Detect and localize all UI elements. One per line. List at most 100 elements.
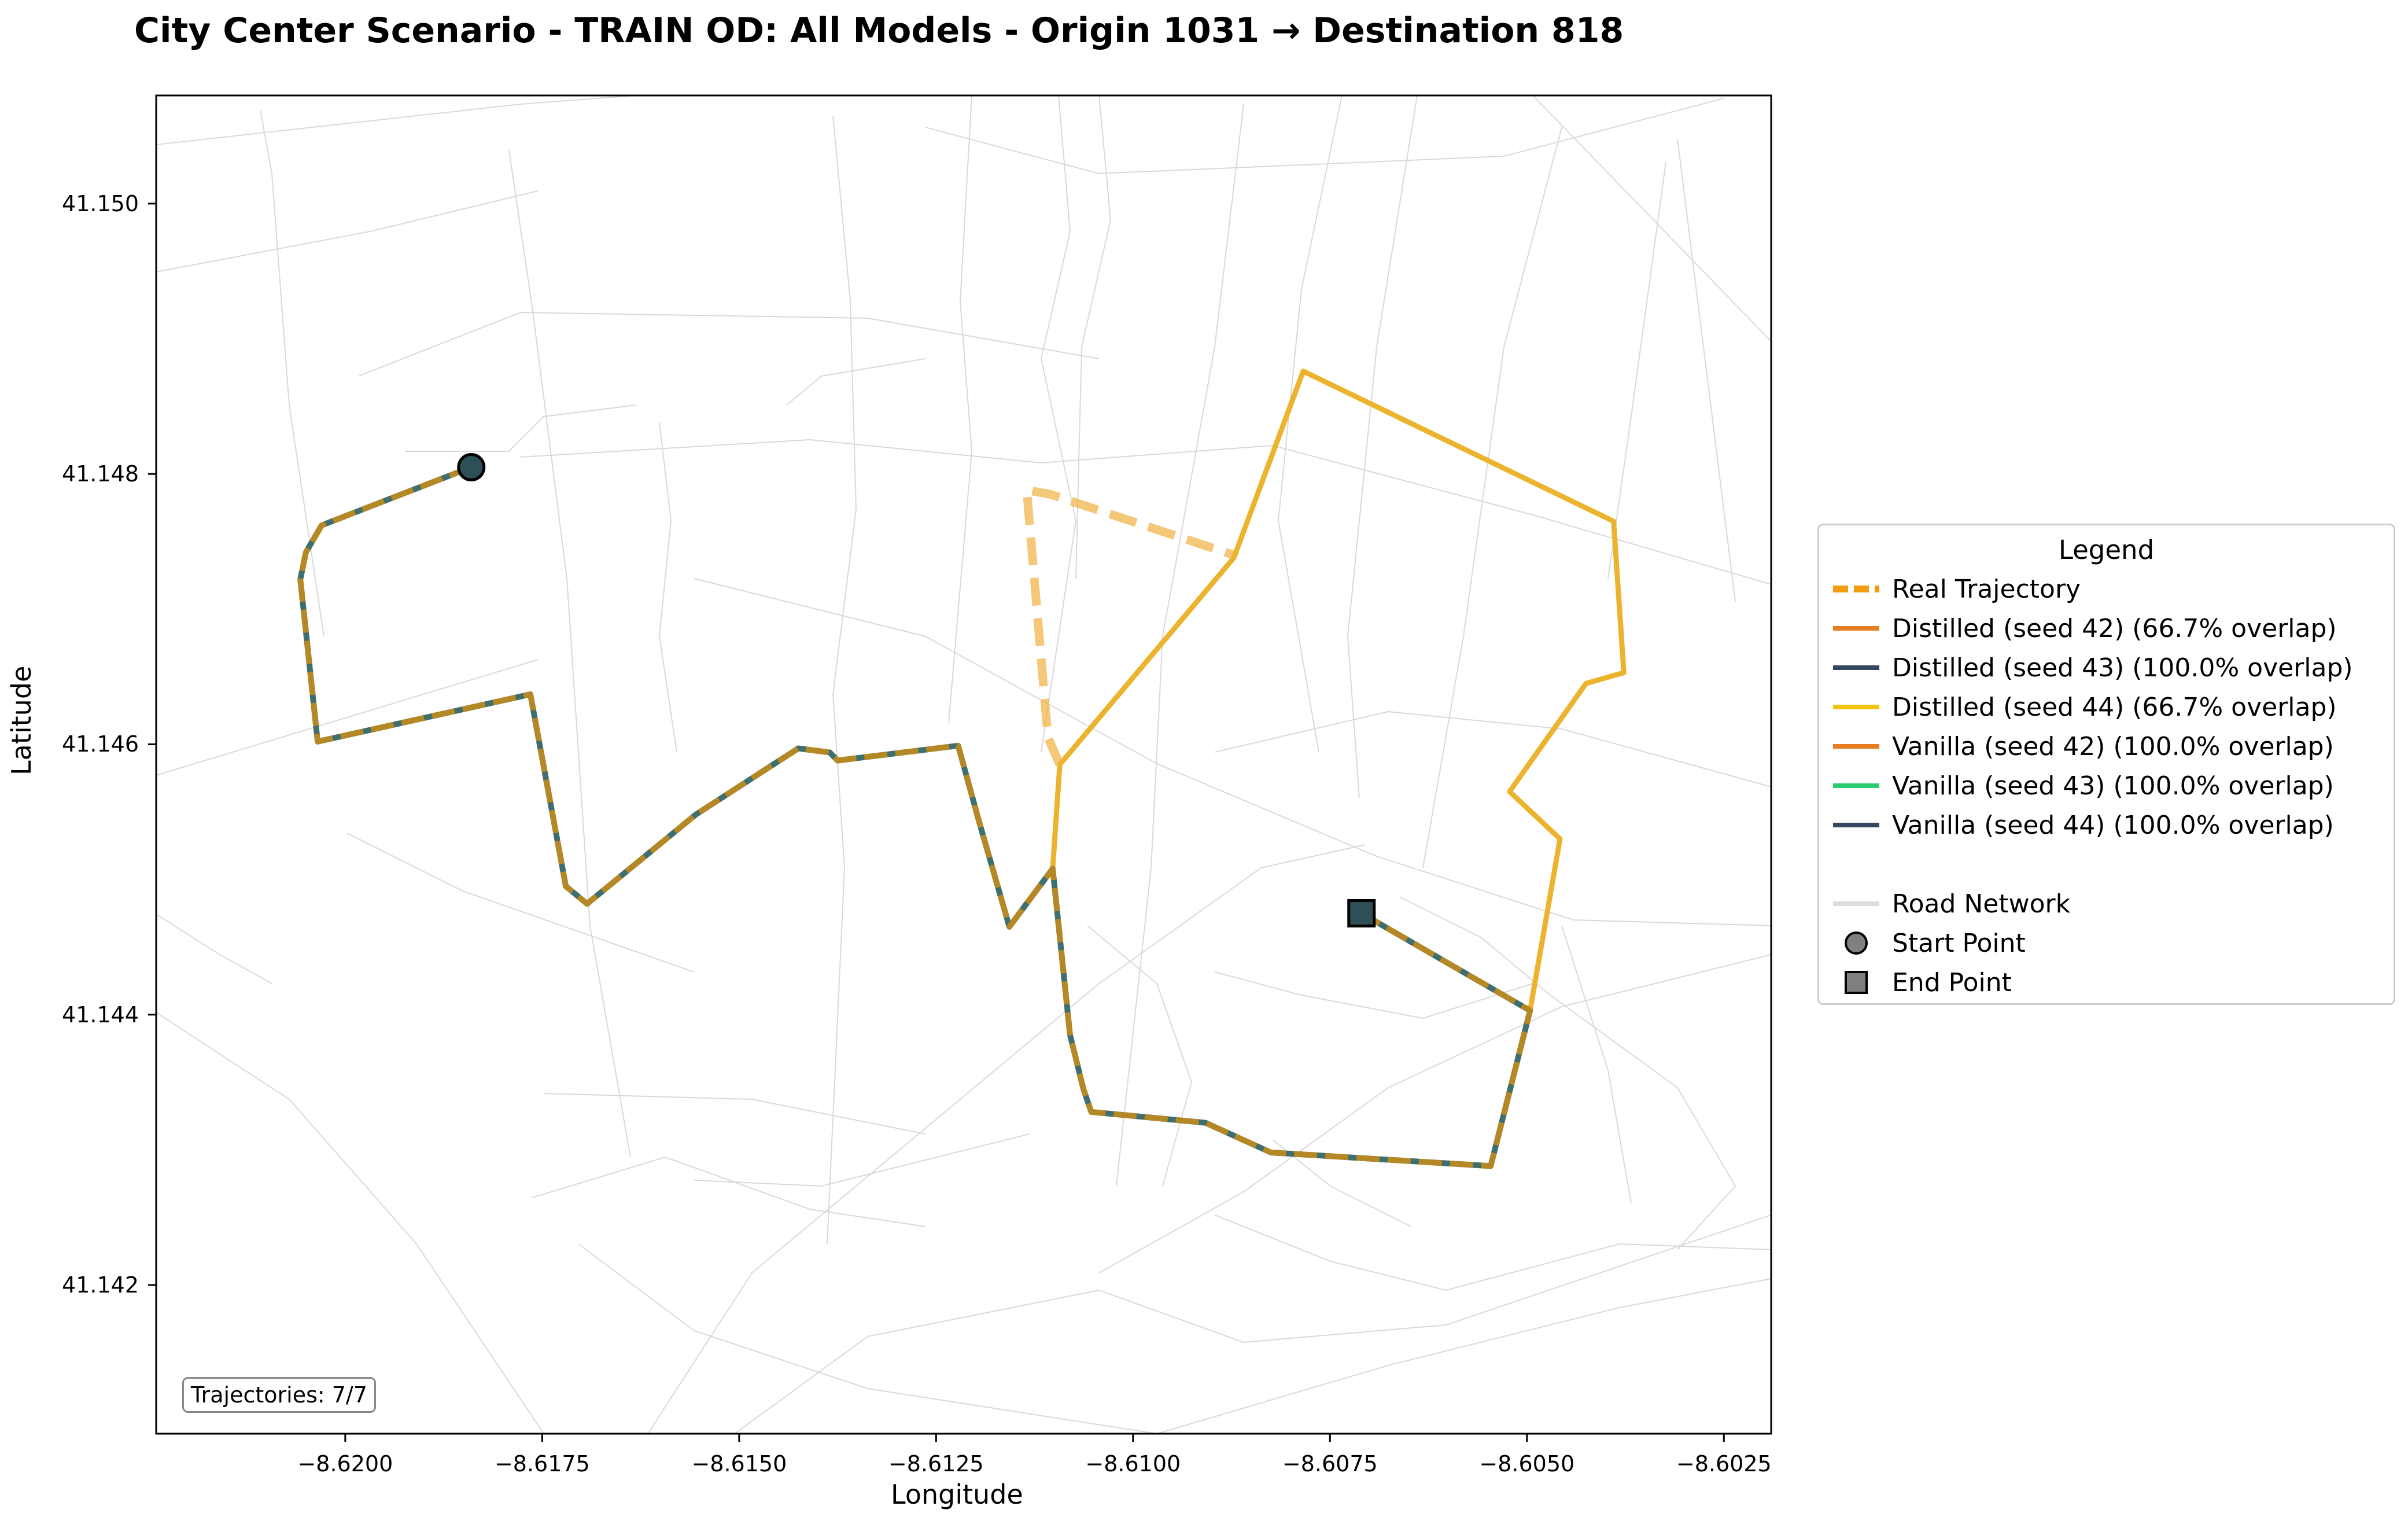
legend-label: Distilled (seed 43) (100.0% overlap) xyxy=(1892,653,2353,683)
road-segment xyxy=(1098,954,1771,1273)
road-network xyxy=(156,95,1771,1434)
legend-label: Start Point xyxy=(1892,928,2026,958)
road-segment xyxy=(578,1243,1157,1434)
legend-item xyxy=(1827,847,1892,882)
road-segment xyxy=(1075,95,1112,579)
road-segment xyxy=(1087,925,1193,1187)
legend-symbol xyxy=(1833,744,1879,749)
route-real-trajectory-detour xyxy=(1022,485,1236,767)
y-tick-label: 41.148 xyxy=(62,461,139,487)
chart-title: City Center Scenario - TRAIN OD: All Mod… xyxy=(134,10,1624,51)
road-segment xyxy=(156,914,272,984)
legend-symbol xyxy=(1845,931,1868,955)
road-segment xyxy=(1277,95,1343,753)
legend-label: Vanilla (seed 44) (100.0% overlap) xyxy=(1892,810,2334,840)
road-segment xyxy=(1532,95,1771,342)
road-segment xyxy=(508,150,631,1158)
legend-item: Start Point xyxy=(1827,926,2026,960)
route-distilled-seed44 xyxy=(1050,369,1627,1011)
y-tick-label: 41.146 xyxy=(62,731,139,757)
road-segment xyxy=(647,844,1366,1434)
road-segment xyxy=(358,311,1100,377)
legend-circle xyxy=(1845,931,1868,955)
road-segment xyxy=(1214,971,1533,1019)
road-segment xyxy=(1399,896,1736,1250)
legend-item: Distilled (seed 43) (100.0% overlap) xyxy=(1827,650,2353,685)
legend-symbol xyxy=(1833,705,1879,709)
y-axis-label: Latitude xyxy=(6,665,37,775)
end-point-marker xyxy=(1347,899,1376,927)
x-tick-label: −8.6050 xyxy=(1479,1451,1575,1477)
road-segment xyxy=(346,833,695,973)
road-segment xyxy=(405,404,637,452)
road-segment xyxy=(543,1093,926,1135)
road-segment xyxy=(156,190,539,273)
legend-item: Road Network xyxy=(1827,886,2070,921)
legend-symbol xyxy=(1845,971,1868,994)
legend-symbol xyxy=(1833,626,1879,631)
road-segment xyxy=(786,358,926,406)
legend-label: Vanilla (seed 42) (100.0% overlap) xyxy=(1892,731,2334,761)
trajectory-count-annotation: Trajectories: 7/7 xyxy=(182,1377,376,1413)
legend-item: Real Trajectory xyxy=(1827,572,2081,606)
legend-item: Distilled (seed 42) (66.7% overlap) xyxy=(1827,611,2337,646)
legend-item: End Point xyxy=(1827,965,2012,1000)
legend: Legend Real Trajectory Distilled (seed 42… xyxy=(1817,524,2395,1005)
y-tick-label: 41.144 xyxy=(62,1002,139,1028)
legend-item: Distilled (seed 44) (66.7% overlap) xyxy=(1827,690,2337,724)
route-common-overlay xyxy=(297,464,1533,1169)
legend-item: Vanilla (seed 44) (100.0% overlap) xyxy=(1827,808,2334,842)
y-tick-label: 41.150 xyxy=(62,190,139,216)
start-point-marker xyxy=(457,453,486,481)
x-tick-label: −8.6150 xyxy=(691,1451,787,1477)
legend-item: Vanilla (seed 42) (100.0% overlap) xyxy=(1827,729,2334,764)
road-segment xyxy=(827,115,857,1245)
road-segment xyxy=(694,1133,1030,1187)
legend-square xyxy=(1845,971,1868,994)
road-segment xyxy=(1677,138,1736,602)
road-segment xyxy=(260,109,324,637)
road-segment xyxy=(1607,161,1666,579)
y-tick-label: 41.142 xyxy=(62,1272,139,1298)
road-segment xyxy=(156,1012,544,1434)
road-segment xyxy=(1156,1278,1771,1434)
legend-label: Vanilla (seed 43) (100.0% overlap) xyxy=(1892,771,2334,801)
road-segment xyxy=(925,98,1724,175)
x-tick-label: −8.6175 xyxy=(494,1451,590,1477)
road-segment xyxy=(1347,95,1418,799)
road-segment xyxy=(1422,127,1562,868)
legend-symbol xyxy=(1827,847,1885,882)
road-segment xyxy=(532,1156,926,1227)
x-axis-label: Longitude xyxy=(891,1479,1023,1510)
legend-symbol xyxy=(1833,783,1879,788)
legend-title: Legend xyxy=(2058,535,2155,565)
road-segment xyxy=(1116,104,1244,1187)
road-segment xyxy=(520,439,1771,585)
x-tick-label: −8.6125 xyxy=(888,1451,984,1477)
road-segment xyxy=(948,95,973,724)
legend-symbol xyxy=(1833,901,1879,906)
plot-frame xyxy=(155,94,1772,1435)
road-segment xyxy=(1561,925,1632,1204)
road-segment xyxy=(1214,1214,1771,1291)
road-segment xyxy=(1040,95,1077,753)
legend-label: End Point xyxy=(1892,967,2012,997)
road-segment xyxy=(156,95,644,145)
x-tick-label: −8.6100 xyxy=(1085,1451,1181,1477)
x-tick-label: −8.6075 xyxy=(1282,1451,1378,1477)
legend-symbol xyxy=(1833,586,1879,592)
road-segment xyxy=(156,659,539,776)
road-segment xyxy=(1214,710,1771,787)
road-segment xyxy=(734,1214,1771,1434)
legend-symbol xyxy=(1833,823,1879,827)
legend-label: Distilled (seed 42) (66.7% overlap) xyxy=(1892,613,2337,643)
legend-symbol xyxy=(1833,665,1879,670)
x-tick-label: −8.6200 xyxy=(297,1451,393,1477)
route-common-base xyxy=(297,464,1533,1169)
legend-label: Distilled (seed 44) (66.7% overlap) xyxy=(1892,692,2337,722)
road-segment xyxy=(658,422,677,753)
x-tick-label: −8.6025 xyxy=(1676,1451,1772,1477)
legend-label: Real Trajectory xyxy=(1892,574,2081,604)
legend-item: Vanilla (seed 43) (100.0% overlap) xyxy=(1827,768,2334,803)
